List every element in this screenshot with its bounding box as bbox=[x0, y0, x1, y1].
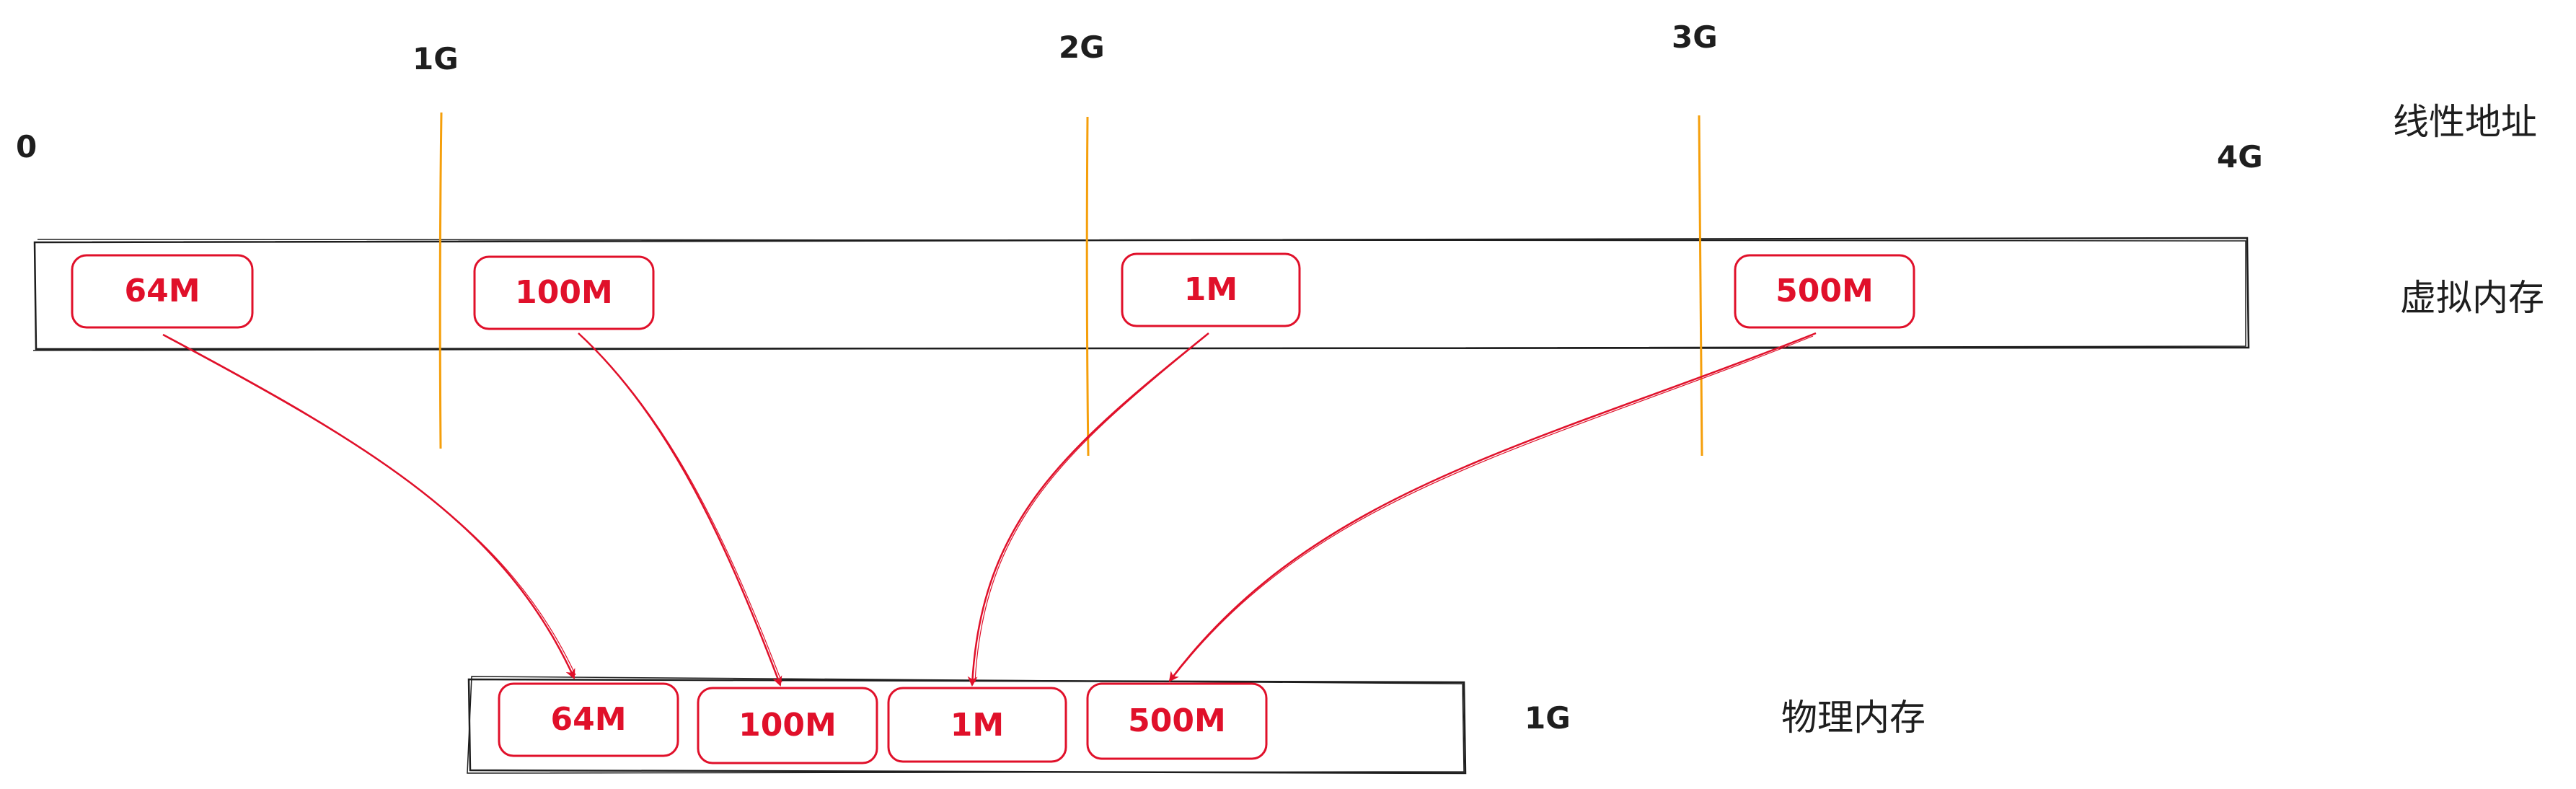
gb-dividers bbox=[438, 112, 1703, 457]
arrow-100m-sketch bbox=[581, 335, 782, 683]
virtual-block-100m: 100M bbox=[473, 255, 655, 330]
arrow-1m-sketch bbox=[974, 335, 1207, 683]
axis-end-label: 4G bbox=[2217, 139, 2263, 175]
arrow-64m bbox=[162, 333, 575, 679]
physical-block-1m-label: 1M bbox=[950, 707, 1004, 744]
virtual-block-500m-label: 500M bbox=[1776, 273, 1874, 309]
virtual-memory-bar bbox=[32, 237, 2250, 351]
axis-tick-label-3g: 3G bbox=[1672, 19, 1718, 55]
physical-block-64m: 64M bbox=[498, 682, 679, 757]
arrow-64m-sketch bbox=[167, 337, 576, 676]
physical-block-500m: 500M bbox=[1086, 682, 1268, 760]
virtual-block-100m-label: 100M bbox=[515, 274, 613, 311]
physical-memory-label: 物理内存 bbox=[1781, 697, 1926, 739]
divider-2g bbox=[1085, 116, 1090, 457]
arrow-500m bbox=[1168, 332, 1817, 682]
physical-block-500m-label: 500M bbox=[1128, 702, 1226, 739]
divider-3g bbox=[1698, 115, 1703, 457]
physical-block-1m: 1M bbox=[887, 687, 1067, 763]
axis-tick-label-2g: 2G bbox=[1059, 30, 1105, 65]
divider-1g bbox=[438, 112, 443, 449]
linear-address-label: 线性地址 bbox=[2393, 101, 2537, 143]
virtual-block-64m: 64M bbox=[71, 254, 254, 329]
virtual-block-64m-label: 64M bbox=[124, 273, 200, 309]
virtual-block-1m-label: 1M bbox=[1184, 271, 1238, 308]
physical-block-100m-label: 100M bbox=[738, 707, 837, 744]
physical-block-64m-label: 64M bbox=[550, 701, 626, 738]
axis-start-label: 0 bbox=[16, 129, 37, 164]
arrow-100m bbox=[578, 332, 782, 687]
axis-tick-label-1g: 1G bbox=[413, 41, 459, 76]
physical-memory-bar bbox=[467, 676, 1467, 775]
physical-block-100m: 100M bbox=[697, 687, 878, 764]
virtual-block-1m: 1M bbox=[1121, 252, 1301, 327]
arrow-1m bbox=[967, 332, 1209, 687]
virtual-block-500m: 500M bbox=[1734, 254, 1915, 329]
virtual-memory-label: 虚拟内存 bbox=[2400, 277, 2544, 319]
arrow-500m-sketch bbox=[1172, 335, 1814, 679]
physical-size-label: 1G bbox=[1525, 700, 1571, 736]
mapping-arrows bbox=[162, 332, 1817, 687]
